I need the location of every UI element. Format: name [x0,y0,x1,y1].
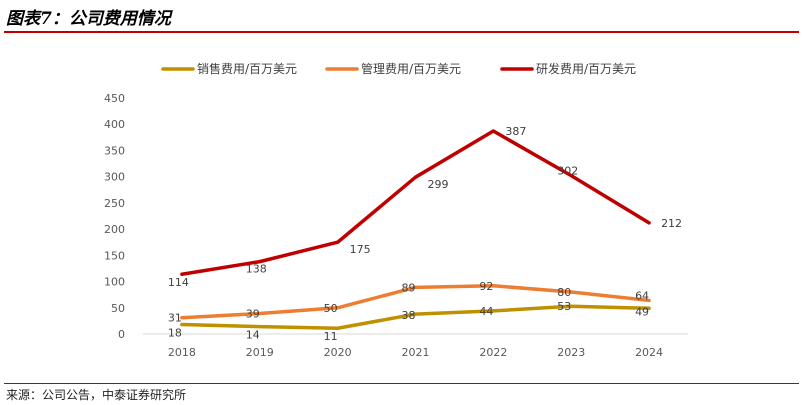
source-rule [4,383,799,384]
chart-title: 图表7：公司费用情况 [6,9,171,29]
data-label: 114 [168,276,189,289]
y-tick-label: 300 [104,171,125,184]
line-chart: 0 50 100 150 200 250 300 350 400 450 2018 2019 2020 2… [104,61,688,359]
source-note: 来源：公司公告，中泰证券研究所 [6,388,187,402]
y-tick-label: 200 [104,223,125,236]
title-rule [4,31,799,33]
data-label: 53 [557,300,571,313]
x-tick-label: 2020 [324,346,352,359]
data-label: 212 [661,217,682,230]
series-line [180,284,651,320]
data-label: 39 [246,308,260,321]
y-tick-label: 450 [104,92,125,105]
legend-label: 研发费用/百万美元 [536,61,636,76]
data-label: 138 [246,263,267,276]
data-label: 14 [246,329,260,342]
data-label: 50 [324,302,338,315]
y-tick-label: 150 [104,249,125,262]
x-tick-label: 2019 [246,346,274,359]
legend-label: 管理费用/百万美元 [361,61,461,76]
y-tick-label: 50 [111,302,125,315]
data-label: 18 [168,327,182,340]
x-tick-label: 2024 [635,346,663,359]
y-tick-label: 350 [104,144,125,157]
data-label: 80 [557,286,571,299]
data-label: 49 [635,305,649,318]
x-tick-label: 2023 [557,346,585,359]
data-label: 175 [350,243,371,256]
data-label: 302 [557,165,578,178]
y-tick-label: 0 [118,328,125,341]
data-label: 299 [428,178,449,191]
data-label: 11 [324,330,338,343]
data-label: 44 [479,305,493,318]
data-label: 31 [168,312,182,325]
data-label: 387 [505,125,526,138]
y-tick-label: 100 [104,276,125,289]
data-label: 89 [402,281,416,294]
y-tick-label: 400 [104,118,125,131]
series-line [180,129,651,276]
x-tick-label: 2018 [168,346,196,359]
x-tick-label: 2021 [402,346,430,359]
x-tick-label: 2022 [479,346,507,359]
data-label: 92 [479,280,493,293]
data-label: 64 [635,289,649,302]
legend-label: 销售费用/百万美元 [197,61,297,76]
y-tick-label: 250 [104,197,125,210]
data-label: 38 [402,309,416,322]
series-line [180,304,651,330]
